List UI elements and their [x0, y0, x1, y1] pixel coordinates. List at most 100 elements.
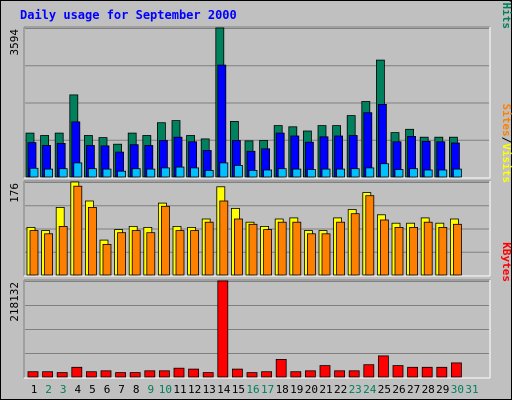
- bar-sites-day-21: [321, 233, 331, 276]
- bar-pages-day-17: [263, 169, 273, 178]
- bar-sites-day-20: [306, 233, 316, 276]
- bar-pages-day-26: [394, 169, 404, 178]
- bar-files-day-24: [363, 112, 373, 178]
- bar-pages-day-19: [292, 168, 302, 178]
- x-tick-label-day-30: 30: [451, 383, 464, 396]
- bar-sites-day-26: [394, 226, 404, 276]
- x-tick-label-day-5: 5: [89, 383, 96, 396]
- x-tick-label-day-28: 28: [422, 383, 435, 396]
- bar-sites-day-7: [117, 232, 126, 276]
- bar-kbytes-day-22: [334, 370, 346, 378]
- bar-sites-day-29: [438, 226, 448, 276]
- x-tick-label-day-3: 3: [60, 383, 67, 396]
- bar-sites-day-2: [44, 233, 53, 276]
- bar-kbytes-day-5: [86, 371, 97, 378]
- bar-sites-day-12: [190, 230, 200, 276]
- bar-sites-day-15: [233, 218, 243, 276]
- bar-sites-day-17: [263, 229, 273, 276]
- chart-title: Daily usage for September 2000: [20, 8, 237, 22]
- bar-pages-day-25: [379, 163, 389, 178]
- x-tick-label-day-17: 17: [261, 383, 274, 396]
- bar-pages-day-24: [365, 167, 375, 178]
- x-tick-label-day-15: 15: [232, 383, 245, 396]
- x-tick-label-day-7: 7: [118, 383, 125, 396]
- bar-kbytes-day-14: [217, 280, 229, 378]
- panel-legend: KBytes: [500, 242, 512, 282]
- bar-kbytes-day-4: [71, 366, 83, 378]
- x-tick-label-day-13: 13: [203, 383, 216, 396]
- bar-kbytes-day-30: [450, 362, 462, 378]
- bar-sites-day-16: [248, 223, 258, 276]
- bar-files-day-14: [217, 64, 227, 178]
- legend-entry: /: [500, 0, 512, 3]
- bar-kbytes-day-9: [144, 370, 156, 378]
- bar-sites-day-14: [219, 200, 229, 276]
- bar-kbytes-day-2: [42, 371, 53, 378]
- x-tick-label-day-18: 18: [276, 383, 289, 396]
- bar-kbytes-day-15: [231, 368, 243, 378]
- bar-pages-day-4: [73, 162, 83, 178]
- legend-entry: Visits: [500, 143, 512, 183]
- bar-kbytes-day-6: [100, 370, 112, 378]
- bar-pages-day-11: [175, 166, 185, 178]
- bar-sites-day-30: [452, 223, 462, 276]
- bar-pages-day-20: [306, 169, 316, 178]
- bar-sites-day-25: [379, 219, 389, 276]
- x-tick-label-day-4: 4: [74, 383, 81, 396]
- bar-sites-day-5: [88, 206, 97, 276]
- bar-sites-day-9: [146, 232, 156, 276]
- x-tick-label-day-8: 8: [133, 383, 140, 396]
- axis-max-label: 218132: [8, 282, 21, 322]
- bar-kbytes-day-23: [348, 370, 360, 378]
- bar-kbytes-day-7: [115, 372, 126, 378]
- x-tick-label-day-23: 23: [349, 383, 362, 396]
- x-tick-label-day-27: 27: [407, 383, 420, 396]
- x-tick-label-day-2: 2: [45, 383, 52, 396]
- x-tick-label-day-1: 1: [31, 383, 38, 396]
- bar-pages-day-6: [102, 168, 112, 178]
- bar-sites-day-24: [365, 195, 375, 276]
- bar-pages-day-29: [438, 169, 448, 178]
- bar-kbytes-day-24: [363, 364, 375, 378]
- chart-panels: 3594Pages/Files/Hits176Sites/Visits21813…: [8, 0, 512, 379]
- x-tick-label-day-11: 11: [173, 383, 186, 396]
- bar-kbytes-day-18: [275, 358, 287, 378]
- panel-legend: Pages/Files/Hits: [500, 0, 512, 29]
- x-tick-label-day-25: 25: [378, 383, 391, 396]
- bar-sites-day-10: [160, 205, 170, 276]
- bar-kbytes-day-20: [304, 370, 316, 378]
- bar-kbytes-day-8: [129, 372, 141, 378]
- x-tick-label-day-22: 22: [334, 383, 347, 396]
- bar-kbytes-day-10: [158, 370, 170, 378]
- panel-visits-sites: 176 Sites/Visits: [8, 104, 512, 277]
- bar-kbytes-day-13: [202, 372, 214, 378]
- bar-kbytes-day-29: [436, 366, 448, 378]
- x-tick-label-day-31: 31: [465, 383, 478, 396]
- bar-sites-day-4: [73, 185, 83, 276]
- bar-pages-day-30: [452, 168, 462, 178]
- bar-pages-day-2: [44, 168, 53, 178]
- bar-pages-day-7: [117, 170, 126, 178]
- bar-sites-day-11: [175, 230, 185, 276]
- bar-kbytes-day-19: [290, 371, 302, 378]
- bar-pages-day-8: [131, 168, 141, 178]
- x-axis-labels: 1 2 3 4 5 6 7 8 9 10 11 12 13 14 15 16 17 18 19 20 21 22 23 24 2…: [31, 383, 479, 396]
- legend-entry: /: [500, 137, 512, 144]
- legend-entry: Hits: [500, 3, 512, 30]
- bar-pages-day-10: [160, 167, 170, 178]
- bar-pages-day-9: [146, 168, 156, 178]
- bar-sites-day-13: [204, 221, 214, 276]
- bar-pages-day-14: [219, 162, 229, 178]
- bar-kbytes-day-25: [377, 355, 389, 378]
- x-tick-label-day-26: 26: [392, 383, 405, 396]
- bar-kbytes-day-28: [421, 366, 433, 378]
- bar-pages-day-1: [29, 167, 39, 178]
- x-tick-label-day-20: 20: [305, 383, 318, 396]
- bar-sites-day-23: [350, 213, 360, 276]
- bar-pages-day-15: [233, 164, 243, 178]
- bar-kbytes-day-26: [392, 365, 404, 378]
- bar-pages-day-3: [58, 168, 68, 178]
- bar-pages-day-5: [88, 168, 97, 178]
- x-tick-label-day-16: 16: [246, 383, 259, 396]
